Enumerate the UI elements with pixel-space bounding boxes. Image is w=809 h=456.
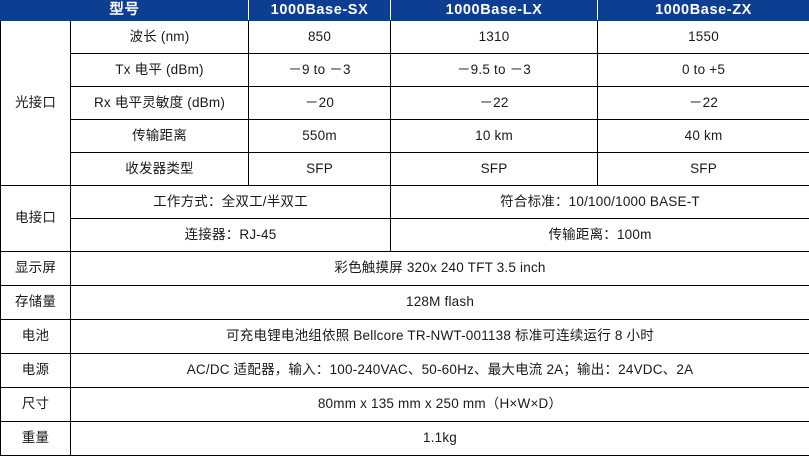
value-electrical-connector: 连接器：RJ-45 [71,218,391,251]
header-column-1000base-sx: 1000Base-SX [249,1,391,21]
table-row: 传输距离 550m 10 km 40 km [1,119,809,152]
label-storage: 存储量 [1,285,71,319]
label-battery: 电池 [1,319,71,353]
value-rx-sensitivity-sx: －20 [249,86,391,119]
group-label-optical-interface: 光接口 [1,20,71,185]
value-wavelength-zx: 1550 [598,20,809,53]
param-label-transmission-distance: 传输距离 [71,119,249,152]
value-battery: 可充电锂电池组依照 Bellcore TR-NWT-001138 标准可连续运行… [71,319,809,353]
value-rx-sensitivity-zx: －22 [598,86,809,119]
value-storage: 128M flash [71,285,809,319]
header-model-label: 型号 [1,1,249,21]
table-header-row: 型号 1000Base-SX 1000Base-LX 1000Base-ZX [1,1,809,21]
value-transceiver-sx: SFP [249,152,391,185]
table-row: 电接口 工作方式：全双工/半双工 符合标准：10/100/1000 BASE-T [1,185,809,218]
table-row: 光接口 波长 (nm) 850 1310 1550 [1,20,809,53]
table-row: 连接器：RJ-45 传输距离：100m [1,218,809,251]
value-wavelength-lx: 1310 [391,20,598,53]
value-electrical-duplex-mode: 工作方式：全双工/半双工 [71,185,391,218]
table-row: Tx 电平 (dBm) －9 to －3 －9.5 to －3 0 to +5 [1,53,809,86]
value-electrical-distance: 传输距离：100m [391,218,809,251]
param-label-rx-sensitivity: Rx 电平灵敏度 (dBm) [71,86,249,119]
value-dimensions: 80mm x 135 mm x 250 mm（H×W×D） [71,387,809,421]
table-row: 显示屏 彩色触摸屏 320x 240 TFT 3.5 inch [1,251,809,285]
param-label-wavelength: 波长 (nm) [71,20,249,53]
table-row: 尺寸 80mm x 135 mm x 250 mm（H×W×D） [1,387,809,421]
table-row: Rx 电平灵敏度 (dBm) －20 －22 －22 [1,86,809,119]
value-distance-lx: 10 km [391,119,598,152]
group-label-electrical-interface: 电接口 [1,185,71,251]
value-electrical-standard: 符合标准：10/100/1000 BASE-T [391,185,809,218]
param-label-transceiver-type: 收发器类型 [71,152,249,185]
value-wavelength-sx: 850 [249,20,391,53]
table-row: 电池 可充电锂电池组依照 Bellcore TR-NWT-001138 标准可连… [1,319,809,353]
value-rx-sensitivity-lx: －22 [391,86,598,119]
value-display: 彩色触摸屏 320x 240 TFT 3.5 inch [71,251,809,285]
value-weight: 1.1kg [71,421,809,455]
table-row: 电源 AC/DC 适配器，输入：100-240VAC、50-60Hz、最大电流 … [1,353,809,387]
header-column-1000base-zx: 1000Base-ZX [598,1,809,21]
param-label-tx-power: Tx 电平 (dBm) [71,53,249,86]
table-row: 存储量 128M flash [1,285,809,319]
label-display: 显示屏 [1,251,71,285]
value-distance-sx: 550m [249,119,391,152]
value-power-supply: AC/DC 适配器，输入：100-240VAC、50-60Hz、最大电流 2A；… [71,353,809,387]
label-dimensions: 尺寸 [1,387,71,421]
value-tx-power-zx: 0 to +5 [598,53,809,86]
value-transceiver-zx: SFP [598,152,809,185]
table-row: 重量 1.1kg [1,421,809,455]
value-tx-power-lx: －9.5 to －3 [391,53,598,86]
label-weight: 重量 [1,421,71,455]
header-column-1000base-lx: 1000Base-LX [391,1,598,21]
label-power-supply: 电源 [1,353,71,387]
value-transceiver-lx: SFP [391,152,598,185]
table-row: 收发器类型 SFP SFP SFP [1,152,809,185]
value-tx-power-sx: －9 to －3 [249,53,391,86]
value-distance-zx: 40 km [598,119,809,152]
